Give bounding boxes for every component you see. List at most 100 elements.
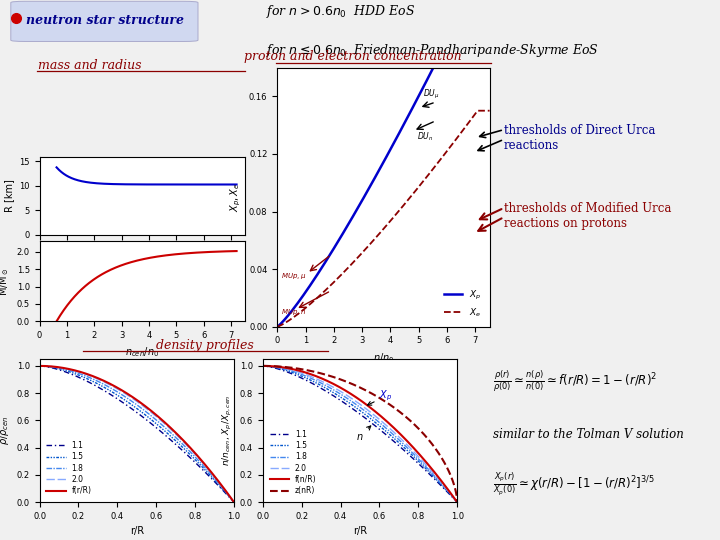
$X_e$ [474, 107, 482, 114]
1.5 [453, 499, 462, 505]
Text: $n$: $n$ [356, 426, 371, 442]
$X_p$ [342, 224, 351, 231]
2.0 [151, 413, 160, 419]
Line: 1.8: 1.8 [40, 366, 234, 502]
f(r/R) [35, 363, 44, 369]
f(r/R) [212, 475, 220, 481]
z(nR) [423, 434, 431, 441]
Text: $\frac{X_p(r)}{X_p(0)} \simeq \chi(r/R) - [1-(r/R)^2]^{3/5}$: $\frac{X_p(r)}{X_p(0)} \simeq \chi(r/R) … [493, 470, 655, 497]
Text: for $n > 0.6n_0$  HDD EoS: for $n > 0.6n_0$ HDD EoS [266, 3, 415, 20]
1.5 [259, 363, 268, 369]
Text: proton and electron concentration: proton and electron concentration [244, 50, 462, 63]
$X_e$ [299, 307, 307, 313]
Line: $X_e$: $X_e$ [277, 111, 490, 327]
Text: $\frac{\rho(r)}{\rho(0)} \simeq \frac{n(\rho)}{n(0)} \simeq f(r/R) = 1-(r/R)^2$: $\frac{\rho(r)}{\rho(0)} \simeq \frac{n(… [493, 368, 657, 394]
$X_p$ [299, 293, 307, 299]
1.1 [258, 363, 267, 369]
1.8 [374, 418, 383, 425]
1.5 [36, 363, 45, 369]
1.5 [212, 478, 220, 485]
z(nR) [374, 394, 383, 401]
Line: 1.5: 1.5 [263, 366, 457, 502]
f(n/R) [423, 460, 431, 466]
f(n/R) [377, 414, 386, 420]
Line: $X_p$: $X_p$ [277, 39, 490, 327]
Line: f(r/R): f(r/R) [40, 366, 234, 502]
f(n/R) [374, 411, 383, 417]
2.0 [377, 418, 386, 424]
1.8 [374, 418, 382, 424]
X-axis label: $n_{cen}/n_0$: $n_{cen}/n_0$ [125, 346, 159, 360]
Line: 1.8: 1.8 [263, 366, 457, 502]
2.0 [35, 363, 44, 369]
f(n/R) [374, 410, 382, 417]
1.5 [258, 363, 267, 369]
1.8 [36, 363, 45, 369]
Line: z(nR): z(nR) [263, 366, 457, 502]
Y-axis label: $\rho/\rho_{cen}$: $\rho/\rho_{cen}$ [0, 416, 11, 446]
z(nR) [453, 499, 462, 505]
z(nR) [259, 363, 268, 369]
1.8 [212, 477, 220, 483]
Text: similar to the Tolman V solution: similar to the Tolman V solution [493, 428, 684, 441]
Text: $X_p$: $X_p$ [367, 389, 392, 405]
f(r/R) [36, 363, 45, 369]
1.1 [453, 499, 462, 505]
1.5 [199, 465, 208, 471]
1.1 [154, 427, 163, 433]
Text: $MUp,\mu$: $MUp,\mu$ [281, 271, 306, 281]
1.8 [258, 363, 267, 369]
f(n/R) [259, 363, 268, 369]
2.0 [36, 363, 45, 369]
f(r/R) [151, 411, 160, 417]
f(r/R) [150, 410, 159, 417]
1.1 [374, 426, 383, 432]
Line: 2.0: 2.0 [40, 366, 234, 502]
Legend: 1.1, 1.5, 1.8, 2.0, f(n/R), z(nR): 1.1, 1.5, 1.8, 2.0, f(n/R), z(nR) [266, 427, 320, 498]
1.1 [199, 467, 208, 474]
$X_e$ [342, 266, 351, 273]
2.0 [150, 412, 159, 418]
1.5 [377, 424, 386, 431]
1.8 [423, 464, 431, 471]
FancyBboxPatch shape [11, 1, 198, 42]
X-axis label: r/R: r/R [353, 526, 367, 536]
1.5 [435, 479, 444, 485]
$X_e$ [426, 169, 435, 176]
f(n/R) [435, 475, 444, 481]
f(n/R) [453, 499, 462, 505]
1.1 [435, 480, 444, 487]
2.0 [212, 475, 220, 482]
Y-axis label: $X_p, X_e$: $X_p, X_e$ [229, 183, 243, 212]
z(nR) [258, 363, 267, 369]
$X_p$ [357, 198, 366, 205]
2.0 [435, 476, 444, 483]
$X_e$ [357, 250, 366, 256]
Line: 1.1: 1.1 [263, 366, 457, 502]
2.0 [199, 461, 208, 467]
Text: $DU_\mu$: $DU_\mu$ [423, 87, 440, 101]
1.5 [154, 422, 163, 429]
Text: neutron star structure: neutron star structure [26, 14, 184, 27]
1.1 [212, 480, 220, 486]
2.0 [154, 415, 163, 422]
1.1 [151, 424, 160, 430]
Line: 1.5: 1.5 [40, 366, 234, 502]
Text: thresholds of Direct Urca
reactions: thresholds of Direct Urca reactions [504, 124, 655, 152]
2.0 [259, 363, 268, 369]
$X_p$ [485, 36, 494, 42]
$X_e$ [485, 107, 494, 114]
Y-axis label: R [km]: R [km] [4, 179, 14, 212]
1.8 [377, 421, 386, 428]
2.0 [453, 499, 462, 505]
Legend: 1.1, 1.5, 1.8, 2.0, f(r/R): 1.1, 1.5, 1.8, 2.0, f(r/R) [43, 438, 95, 498]
Text: thresholds of Modified Urca
reactions on protons: thresholds of Modified Urca reactions on… [504, 202, 671, 230]
Text: for $n \leq 0.6n_0$  Friedman-Pandharipande-Skyrme EoS: for $n \leq 0.6n_0$ Friedman-Pandharipan… [266, 42, 599, 59]
$X_p$ [426, 70, 435, 76]
$X_p$ [428, 68, 436, 74]
1.8 [35, 363, 44, 369]
1.1 [377, 428, 386, 434]
1.5 [35, 363, 44, 369]
1.8 [230, 499, 238, 505]
Text: $DU_n$: $DU_n$ [418, 131, 434, 143]
